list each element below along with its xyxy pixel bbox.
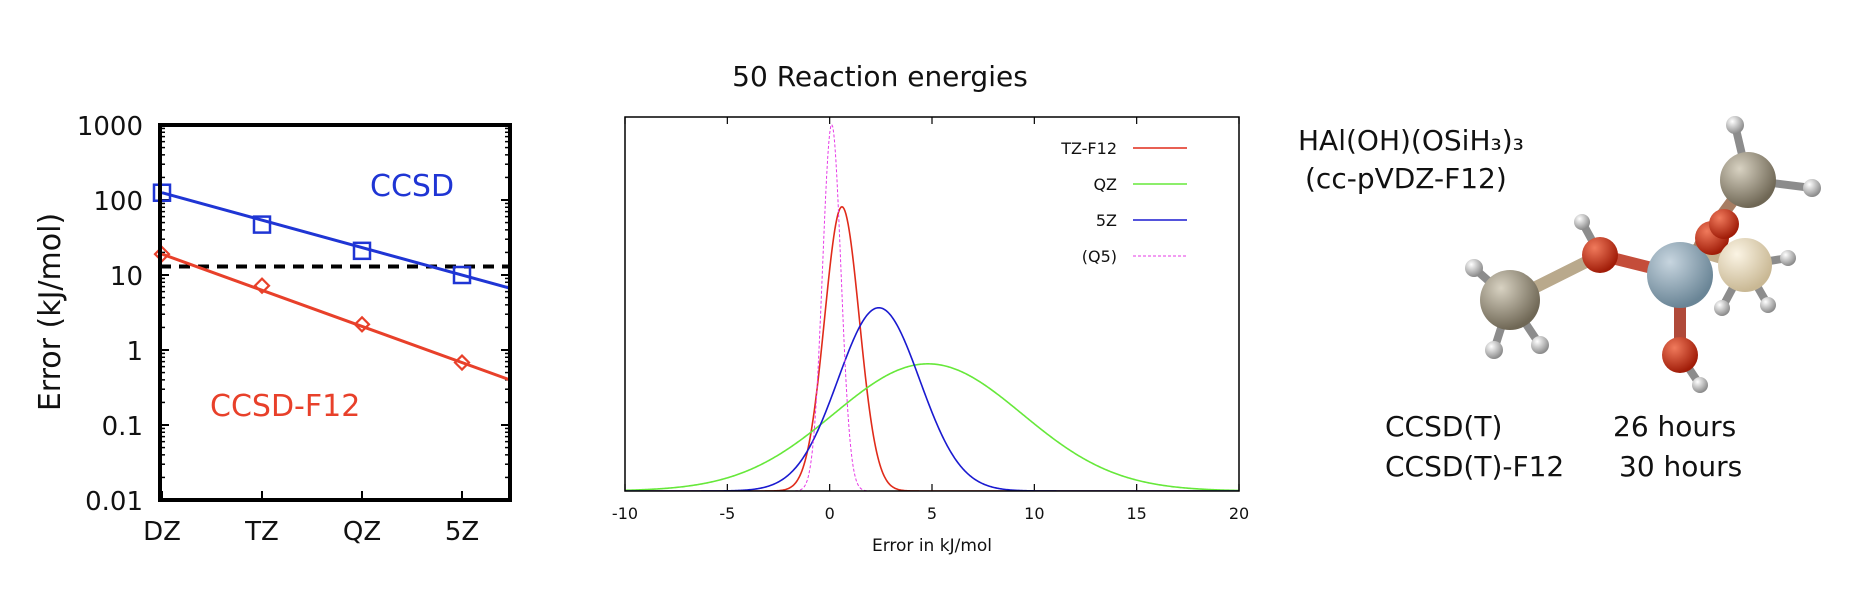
x-tick-labels: -10 -5 0 5 10 15 20 (612, 504, 1249, 523)
x-tick-label: -10 (612, 504, 638, 523)
y-tick-label: 1 (126, 337, 143, 367)
method-label: CCSD(T) (1385, 410, 1503, 443)
y-tick-label: 0.1 (102, 412, 143, 442)
x-tick-label: 5Z (445, 517, 479, 547)
distribution-curve (625, 363, 1239, 491)
plot-frame (624, 116, 1240, 492)
molecule-formula: HAl(OH)(OSiH₃)₃ (1298, 124, 1524, 157)
method-label: CCSD(T)-F12 (1385, 450, 1565, 483)
plot-frame (158, 123, 512, 502)
time-value: 30 hours (1619, 450, 1743, 483)
series-line-ccsd-f12 (161, 252, 510, 382)
x-tick-label: TZ (244, 517, 279, 547)
legend-label: (Q5) (1082, 247, 1117, 266)
x-axis-label: Error in kJ/mol (872, 536, 992, 556)
y-tick-labels: 1000 100 10 1 0.1 0.01 (77, 112, 143, 517)
x-tick-label: DZ (143, 517, 181, 547)
y-axis-label: Error (kJ/mol) (33, 213, 68, 411)
legend-label: TZ-F12 (1060, 139, 1117, 158)
ccsd-label: CCSD (370, 169, 454, 204)
timing-row: CCSD(T) 26 hours (1385, 410, 1785, 450)
distribution-curve (625, 205, 1239, 491)
basis-set-label: (cc-pVDZ-F12) (1305, 162, 1507, 195)
series-line-ccsd (161, 191, 510, 290)
distribution-curve (625, 123, 1239, 491)
legend: TZ-F12 QZ 5Z (Q5) (1060, 139, 1187, 266)
x-tick-label: 0 (825, 504, 835, 523)
ccsd-f12-label: CCSD-F12 (210, 389, 360, 424)
data-point-ccsd (352, 241, 372, 261)
axis-ticks (160, 124, 510, 501)
y-tick-label: 100 (93, 187, 143, 217)
x-tick-label: 15 (1126, 504, 1146, 523)
y-tick-label: 10 (110, 262, 143, 292)
axis-ticks (624, 117, 1240, 491)
x-tick-label: 5 (927, 504, 937, 523)
x-tick-labels: DZ TZ QZ 5Z (143, 517, 479, 547)
molecule-3d-model (1465, 116, 1821, 393)
time-value: 26 hours (1613, 410, 1737, 443)
data-point-ccsd (252, 215, 272, 234)
x-tick-label: -5 (719, 504, 735, 523)
legend-label: QZ (1093, 175, 1117, 194)
chart-title: 50 Reaction energies (732, 60, 1028, 93)
data-point-ccsd-f12 (253, 277, 271, 295)
x-tick-label: 10 (1024, 504, 1044, 523)
data-point-ccsd (452, 265, 472, 285)
data-point-ccsd-f12 (453, 354, 471, 372)
x-tick-label: 20 (1229, 504, 1249, 523)
y-tick-label: 1000 (77, 112, 143, 142)
timing-row: CCSD(T)-F12 30 hours (1385, 450, 1785, 490)
data-point-ccsd-f12 (353, 315, 371, 333)
distribution-curve (625, 306, 1239, 491)
x-tick-label: QZ (343, 517, 381, 547)
y-tick-label: 0.01 (85, 487, 143, 517)
legend-label: 5Z (1096, 211, 1117, 230)
reaction-energy-distribution-chart: 50 Reaction energies -10 -5 0 5 10 15 20 Error… (612, 60, 1249, 556)
basis-set-error-chart: 1000 100 10 1 0.1 0.01 DZ TZ QZ 5Z Error (kJ/mol… (33, 112, 512, 547)
